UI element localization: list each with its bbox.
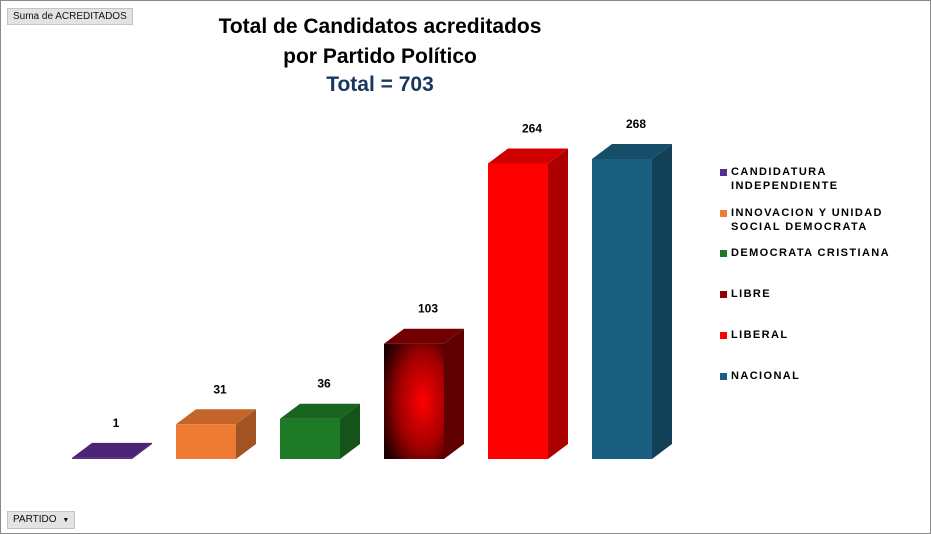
- data-label: 1: [113, 416, 120, 430]
- bar-front-face: [488, 163, 548, 460]
- bar[interactable]: 31: [176, 382, 256, 459]
- legend-label: LIBERAL: [731, 328, 931, 342]
- legend-swatch: [720, 169, 727, 176]
- bar[interactable]: 1: [72, 416, 152, 459]
- bar-side-face: [444, 328, 464, 459]
- value-field-button[interactable]: Suma de ACREDITADOS: [7, 8, 133, 25]
- bar-top-face: [384, 328, 464, 344]
- legend-item[interactable]: INNOVACION Y UNIDAD SOCIAL DEMOCRATA: [720, 206, 931, 234]
- legend-label: CANDIDATURA INDEPENDIENTE: [731, 165, 931, 193]
- legend-item[interactable]: NACIONAL: [720, 369, 931, 383]
- data-label: 31: [213, 382, 227, 396]
- legend-label: LIBRE: [731, 287, 931, 301]
- bar-front-face: [384, 343, 444, 459]
- legend-label: INNOVACION Y UNIDAD SOCIAL DEMOCRATA: [731, 206, 931, 234]
- legend-swatch: [720, 210, 727, 217]
- legend-label-line-1: CANDIDATURA: [731, 166, 827, 178]
- bar-side-face: [652, 144, 672, 459]
- bar-side-face: [236, 409, 256, 459]
- bar-front-face: [72, 457, 132, 459]
- bar-top-face: [488, 148, 568, 164]
- bar-top-face: [72, 442, 152, 458]
- bar[interactable]: 103: [384, 302, 464, 459]
- chart-title-line-2: por Partido Político: [283, 45, 477, 68]
- legend-swatch: [720, 291, 727, 298]
- bar-front-face: [280, 418, 340, 459]
- bar-front-face: [176, 424, 236, 459]
- data-label: 36: [317, 377, 331, 391]
- legend-item[interactable]: LIBRE: [720, 287, 931, 301]
- legend-label-line-1: LIBERAL: [731, 329, 789, 341]
- legend-label-line-1: NACIONAL: [731, 370, 801, 382]
- bar-side-face: [132, 442, 152, 459]
- bar-top-face: [280, 403, 360, 419]
- legend-label-line-1: LIBRE: [731, 288, 771, 300]
- legend-swatch: [720, 250, 727, 257]
- bar-top-face: [176, 409, 256, 425]
- axis-field-label: PARTIDO: [13, 514, 57, 525]
- legend-label-line-2: SOCIAL DEMOCRATA: [731, 221, 868, 233]
- chart-title-line-1: Total de Candidatos acreditados: [218, 15, 542, 38]
- bar[interactable]: 264: [488, 121, 568, 460]
- chevron-down-icon: ▼: [62, 517, 70, 524]
- data-label: 103: [418, 302, 438, 316]
- legend-item[interactable]: DEMOCRATA CRISTIANA: [720, 246, 931, 260]
- legend-label-line-1: INNOVACION Y UNIDAD: [731, 207, 883, 219]
- legend-label-line-2: INDEPENDIENTE: [731, 180, 839, 192]
- chart-subtitle-total: Total = 703: [326, 73, 434, 96]
- bar-side-face: [340, 403, 360, 459]
- bar[interactable]: 36: [280, 377, 360, 459]
- bar[interactable]: 268: [592, 117, 672, 459]
- bar-front-face: [592, 159, 652, 459]
- bar-side-face: [548, 148, 568, 460]
- bar-top-face: [592, 144, 672, 159]
- legend-item[interactable]: LIBERAL: [720, 328, 931, 342]
- legend-swatch: [720, 373, 727, 380]
- data-label: 268: [626, 117, 646, 131]
- legend-label-line-1: DEMOCRATA CRISTIANA: [731, 247, 890, 259]
- legend-item[interactable]: CANDIDATURA INDEPENDIENTE: [720, 165, 931, 193]
- legend-label: NACIONAL: [731, 369, 931, 383]
- data-label: 264: [522, 121, 542, 135]
- legend-swatch: [720, 332, 727, 339]
- legend-label: DEMOCRATA CRISTIANA: [731, 246, 931, 260]
- value-field-label: Suma de ACREDITADOS: [13, 11, 127, 22]
- axis-field-button[interactable]: PARTIDO ▼: [7, 511, 76, 529]
